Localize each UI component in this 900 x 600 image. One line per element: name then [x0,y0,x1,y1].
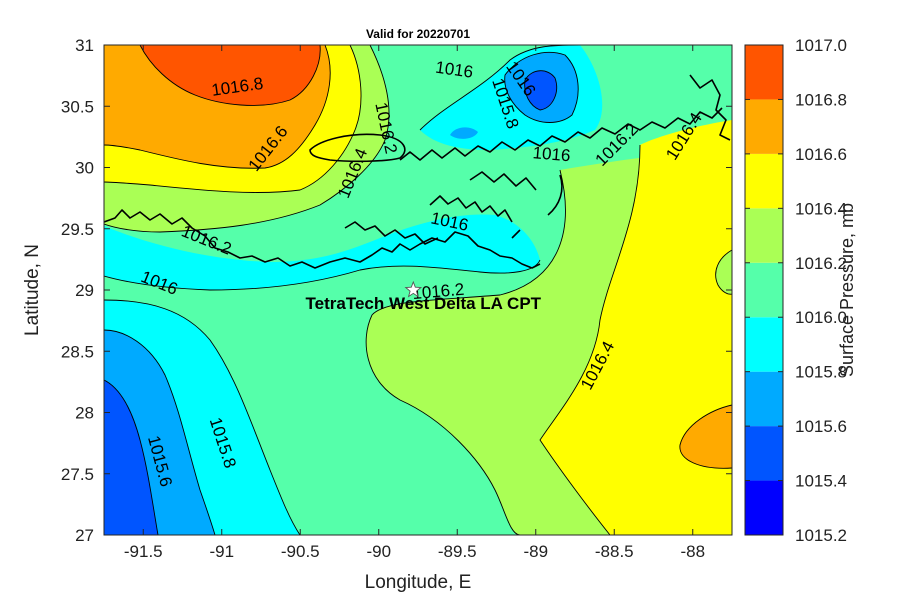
colorbar-tick-label: 1015.6 [795,417,847,436]
colorbar [745,45,783,535]
x-axis-label: Longitude, E [365,572,472,593]
colorbar-tick-label: 1016.8 [795,90,847,109]
colorbar-ticks: 1015.2 1015.4 1015.6 1015.8 1016.0 1016.2 1016… [745,36,847,545]
colorbar-tick-label: 1015.4 [795,472,847,491]
chart-title: Valid for 20220701 [366,27,470,41]
fill-level-1015.4-north [524,70,557,110]
colorbar-segment [745,99,783,154]
y-axis-label: Latitude, N [22,244,43,336]
colorbar-segment [745,45,783,100]
contour-lines [104,45,732,535]
y-tick-label: 29 [75,281,94,300]
fill-level-1015.4-west [104,380,158,535]
x-tick-label: -88 [680,542,705,561]
contour-label: 1016 [532,143,571,165]
fill-level-1016.4-east-edge [715,250,732,295]
colorbar-segment [745,262,783,318]
colorbar-tick-label: 1017.0 [795,36,847,55]
colorbar-frame [744,44,784,536]
x-tick-label: -89 [523,542,548,561]
colorbar-segment [745,371,783,427]
colorbar-tick-label: 1016.6 [795,145,847,164]
x-tick-label: -88.5 [595,542,634,561]
colorbar-label: Surface Pressure, mb [837,203,857,377]
colorbar-segment [745,208,783,263]
fill-level-1015.8-coast [104,214,540,290]
x-tick-label: -90 [366,542,391,561]
fill-level-1016.8-se [679,405,732,469]
colorbar-segment [745,426,783,481]
colorbar-tick-label: 1016.4 [795,199,847,218]
y-tick-label: 30.5 [61,97,94,116]
x-tick-label: -91.5 [124,542,163,561]
colorbar-tick-label: 1016.2 [795,254,847,273]
site-label: TetraTech West Delta LA CPT [306,294,542,313]
x-axis-ticks: -91.5 -91 -90.5 -90 -89.5 -89 -88.5 -88 [124,45,705,561]
y-axis-ticks: 27 27.5 28 28.5 29 29.5 30 30.5 31 [61,36,732,545]
site-marker-group: TetraTech West Delta LA CPT [306,280,542,313]
colorbar-segment [745,317,783,372]
x-tick-label: -90.5 [281,542,320,561]
colorbar-tick-label: 1015.2 [795,526,847,545]
colorbar-tick-label: 1015.8 [795,363,847,382]
site-star-marker [404,280,423,298]
fill-level-1015.6-small [450,127,478,139]
y-tick-label: 28 [75,404,94,423]
colorbar-segment [745,153,783,209]
y-tick-label: 27 [75,526,94,545]
y-tick-label: 29.5 [61,220,94,239]
y-tick-label: 30 [75,159,94,178]
colorbar-tick-label: 1016.0 [795,308,847,327]
y-tick-label: 27.5 [61,465,94,484]
y-tick-label: 31 [75,36,94,55]
y-tick-label: 28.5 [61,342,94,361]
contour-label: 1016.2 [412,280,465,303]
fill-level-1016.6-east [540,120,732,535]
x-tick-label: -91 [209,542,234,561]
x-tick-label: -89.5 [438,542,477,561]
coastline [104,74,731,269]
colorbar-segment [745,480,783,535]
